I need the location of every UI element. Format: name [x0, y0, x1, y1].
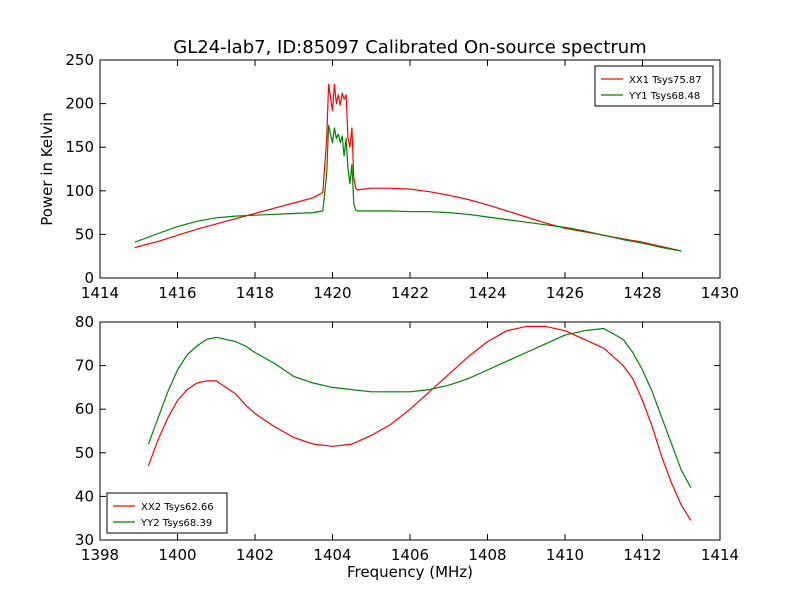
legend-label: XX1 Tsys75.87 — [629, 75, 702, 86]
series-line-2 — [134, 124, 682, 252]
y-tick-label: 250 — [65, 51, 94, 69]
legend: XX1 Tsys75.87 YY1 Tsys68.48 — [594, 65, 714, 107]
series-line-1 — [147, 325, 692, 521]
y-tick-label: 80 — [75, 313, 94, 331]
y-tick-label: 40 — [75, 487, 94, 505]
bottom-panel: 1398 1400 1402 1404 1406 1408 1410 1412 1414 30 40… — [75, 313, 739, 581]
x-tick-label: 1422 — [391, 284, 429, 302]
x-tick-label: 1418 — [236, 284, 274, 302]
x-tick-label: 1408 — [468, 546, 506, 564]
legend-box — [106, 492, 228, 534]
x-tick-label: 1430 — [701, 284, 739, 302]
x-tick-label: 1400 — [158, 546, 196, 564]
legend: XX2 Tsys62.66 YY2 Tsys68.39 — [106, 492, 228, 534]
series-line-2 — [147, 327, 692, 488]
y-tick-label: 0 — [84, 269, 94, 287]
x-tick-label: 1398 — [81, 546, 119, 564]
y-tick-label: 30 — [75, 531, 94, 549]
x-tick-label: 1426 — [546, 284, 584, 302]
series-line-1 — [134, 83, 682, 252]
y-tick-label: 100 — [65, 182, 94, 200]
x-tick-label: 1420 — [313, 284, 351, 302]
y-tick-label: 200 — [65, 95, 94, 113]
y-tick-label: 70 — [75, 357, 94, 375]
y-tick-label: 150 — [65, 138, 94, 156]
x-tick-label: 1410 — [546, 546, 584, 564]
x-tick-label: 1416 — [158, 284, 196, 302]
y-axis-label: Power in Kelvin — [38, 112, 56, 226]
x-axis-label: Frequency (MHz) — [347, 563, 473, 581]
top-panel: 1414 1416 1418 1420 1422 1424 1426 1428 1430 0 50 1… — [38, 51, 739, 302]
x-tick-label: 1414 — [701, 546, 739, 564]
legend-label: XX2 Tsys62.66 — [141, 502, 214, 513]
legend-label: YY2 Tsys68.39 — [140, 518, 212, 529]
x-tick-label: 1404 — [313, 546, 351, 564]
x-tick-label: 1412 — [623, 546, 661, 564]
y-tick-label: 50 — [75, 225, 94, 243]
x-tick-label: 1424 — [468, 284, 506, 302]
x-tick-label: 1406 — [391, 546, 429, 564]
x-tick-label: 1402 — [236, 546, 274, 564]
y-tick-label: 60 — [75, 400, 94, 418]
chart-title: GL24-lab7, ID:85097 Calibrated On-source… — [173, 37, 646, 58]
y-tick-label: 50 — [75, 444, 94, 462]
legend-box — [594, 65, 714, 107]
x-tick-label: 1428 — [623, 284, 661, 302]
legend-label: YY1 Tsys68.48 — [628, 91, 700, 102]
x-tick-label: 1414 — [81, 284, 119, 302]
